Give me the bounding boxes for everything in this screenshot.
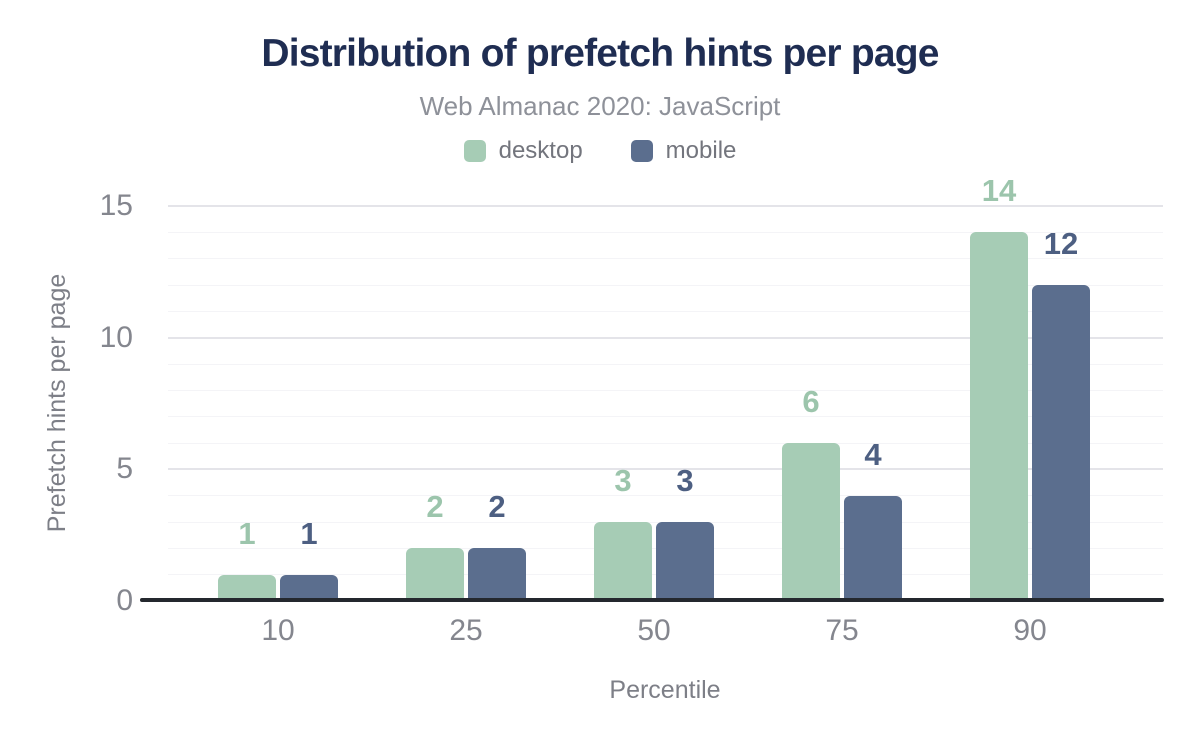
bar-desktop-p50	[594, 522, 652, 601]
bar-value-label-desktop-p25: 2	[426, 489, 444, 524]
bar-mobile-p10	[280, 575, 338, 601]
legend-label-mobile: mobile	[665, 137, 737, 164]
bar-mobile-p50	[656, 522, 714, 601]
bar-value-label-desktop-p10: 1	[238, 516, 256, 551]
x-axis-tick-label: 75	[825, 614, 859, 647]
bar-value-label-desktop-p50: 3	[614, 463, 632, 498]
y-axis-title: Prefetch hints per page	[43, 273, 71, 533]
bar-value-label-mobile-p10: 1	[300, 516, 318, 551]
minor-gridline	[168, 495, 1163, 497]
minor-gridline	[168, 416, 1163, 418]
x-axis-tick-label: 90	[1013, 614, 1047, 647]
minor-gridline	[168, 258, 1163, 260]
legend-item-desktop: desktop	[463, 137, 583, 165]
bar-value-label-mobile-p90: 12	[1043, 226, 1079, 261]
y-axis-tick-label: 0	[116, 584, 133, 617]
minor-gridline	[168, 231, 1163, 233]
bar-desktop-p25	[406, 548, 464, 601]
legend-swatch-mobile-icon	[630, 140, 653, 162]
minor-gridline	[168, 363, 1163, 365]
minor-gridline	[168, 310, 1163, 312]
bar-mobile-p75	[844, 496, 902, 601]
bar-value-label-mobile-p75: 4	[864, 437, 882, 472]
major-gridline	[168, 336, 1163, 339]
x-axis-tick-label: 50	[637, 614, 671, 647]
major-gridline	[168, 205, 1163, 207]
bar-mobile-p25	[468, 548, 526, 601]
legend-item-mobile: mobile	[630, 137, 737, 165]
minor-gridline	[168, 389, 1163, 391]
bar-desktop-p90	[970, 232, 1028, 601]
x-axis-tick-label: 25	[449, 614, 483, 647]
legend: desktop mobile	[0, 137, 1200, 165]
bar-desktop-p75	[782, 443, 840, 601]
chart-title: Distribution of prefetch hints per page	[261, 32, 939, 75]
bar-desktop-p10	[218, 575, 276, 601]
x-axis-line	[140, 598, 1164, 602]
bar-value-label-desktop-p75: 6	[802, 384, 820, 419]
bar-value-label-desktop-p90: 14	[981, 173, 1017, 208]
chart-subtitle: Web Almanac 2020: JavaScript	[419, 91, 781, 121]
y-axis-tick-label: 10	[99, 320, 133, 354]
bar-value-label-mobile-p50: 3	[676, 463, 694, 498]
plot-area: 1 1 2 2 3 3 6 4 14 12	[168, 175, 1163, 601]
x-axis-tick-label: 10	[261, 614, 295, 647]
minor-gridline	[168, 442, 1163, 444]
y-axis-tick-label: 5	[116, 452, 133, 486]
major-gridline	[168, 468, 1163, 471]
bar-mobile-p90	[1032, 285, 1090, 601]
x-axis-title: Percentile	[609, 676, 721, 704]
y-axis-tick-label: 15	[99, 189, 133, 222]
minor-gridline	[168, 284, 1163, 286]
legend-label-desktop: desktop	[498, 137, 583, 164]
legend-swatch-desktop-icon	[463, 140, 486, 162]
bar-value-label-mobile-p25: 2	[488, 489, 506, 524]
